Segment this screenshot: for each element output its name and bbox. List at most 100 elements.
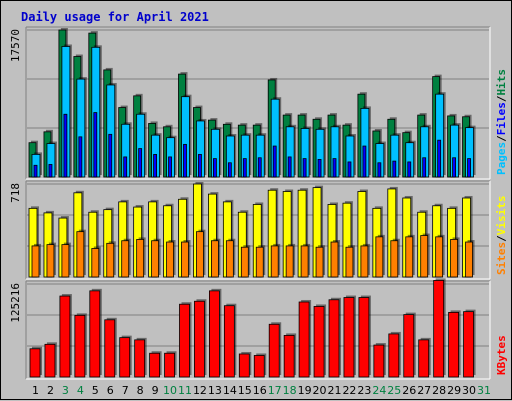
- sites-bar: [375, 234, 385, 278]
- pages-bar-face: [242, 158, 247, 178]
- panel-max-label: 125216: [9, 283, 22, 323]
- pages-bar: [407, 161, 412, 178]
- sites-bar: [210, 238, 221, 278]
- pages-bar: [272, 145, 277, 178]
- sites-bar-face: [465, 241, 473, 278]
- sites-bar-face: [255, 246, 264, 278]
- panel-legend: Sites/Visits: [495, 196, 508, 276]
- pages-bar: [452, 157, 457, 178]
- kbytes-bar-face: [179, 303, 190, 378]
- sites-bar: [31, 243, 41, 278]
- pages-bar-face: [452, 157, 457, 178]
- kbytes-bar: [373, 343, 386, 378]
- kbytes-bar: [343, 295, 356, 378]
- kbytes-bar: [418, 337, 431, 378]
- kbytes-bar-face: [194, 300, 205, 378]
- panel-max-label: 718: [9, 183, 22, 203]
- sites-bar: [196, 229, 206, 278]
- pages-bar-face: [422, 157, 427, 178]
- pages-bar: [138, 148, 143, 178]
- pages-bar-face: [392, 160, 397, 178]
- kbytes-bar: [208, 288, 222, 378]
- pages-bar-face: [48, 164, 53, 178]
- x-tick-label: 19: [298, 384, 312, 397]
- pages-bar-face: [407, 161, 412, 178]
- sites-bar-face: [210, 240, 219, 278]
- kbytes-bar-face: [29, 348, 41, 378]
- sites-bar-face: [151, 240, 160, 278]
- pages-bar: [33, 164, 38, 178]
- panel-kbytes: 125216 KBytes: [9, 278, 508, 380]
- sites-bar-face: [61, 244, 70, 278]
- sites-bar-face: [435, 236, 444, 278]
- kbytes-bar-face: [373, 344, 385, 378]
- kbytes-bar-face: [403, 314, 415, 378]
- pages-bar: [377, 162, 382, 178]
- x-tick-label: 16: [253, 384, 267, 397]
- x-axis-labels: 1 2 3 4 5 6 7 8 9 10 11 12 13 14 15 16 17 18 19 20 21 22 23 24 2…: [32, 384, 491, 397]
- pages-bar-face: [227, 162, 232, 178]
- pages-bar: [302, 158, 307, 178]
- kbytes-bar: [74, 313, 87, 378]
- kbytes-bar: [104, 317, 117, 378]
- x-tick-label: 5: [92, 384, 99, 397]
- panel-max-label: 17570: [9, 29, 22, 62]
- sites-bar: [240, 245, 251, 278]
- kbytes-bar-face: [44, 343, 56, 378]
- x-tick-label: 23: [357, 384, 371, 397]
- kbytes-bar: [89, 288, 102, 378]
- pages-bar: [317, 159, 322, 178]
- kbytes-bar-face: [59, 295, 71, 378]
- sites-bar: [166, 240, 176, 278]
- x-tick-label: 18: [283, 384, 297, 397]
- kbytes-bar-face: [208, 290, 220, 378]
- kbytes-bar: [268, 322, 282, 378]
- x-tick-label: 20: [313, 384, 327, 397]
- kbytes-bar-face: [223, 305, 235, 378]
- sites-bar: [300, 243, 311, 278]
- legend-part: /: [495, 95, 508, 102]
- kbytes-bar: [358, 295, 371, 378]
- kbytes-bar-face: [104, 319, 116, 378]
- sites-bar: [345, 245, 355, 278]
- kbytes-bar: [223, 303, 237, 378]
- x-tick-label: 31: [477, 384, 491, 397]
- pages-bar: [332, 158, 337, 178]
- pages-bar: [257, 157, 262, 178]
- kbytes-bar-face: [298, 301, 310, 378]
- kbytes-bar: [134, 337, 147, 378]
- x-tick-label: 21: [328, 384, 342, 397]
- sites-bar-face: [405, 236, 414, 278]
- pages-bar-face: [78, 136, 83, 178]
- x-tick-label: 22: [342, 384, 356, 397]
- x-tick-label: 6: [107, 384, 114, 397]
- pages-bar-face: [362, 145, 367, 178]
- pages-bar-face: [287, 156, 292, 178]
- chart-title: Daily usage for April 2021: [21, 10, 209, 24]
- x-tick-label: 28: [432, 384, 446, 397]
- sites-bar-face: [315, 246, 324, 278]
- kbytes-bar: [119, 335, 132, 378]
- legend-part: Hits: [495, 69, 508, 96]
- pages-bar-face: [317, 159, 322, 178]
- sites-bar: [315, 245, 326, 278]
- sites-bar: [76, 229, 86, 278]
- sites-bar-face: [420, 235, 429, 278]
- kbytes-bar-face: [313, 306, 325, 378]
- x-tick-label: 13: [208, 384, 222, 397]
- pages-bar-face: [302, 158, 307, 178]
- kbytes-bar: [29, 346, 42, 378]
- kbytes-bar-face: [89, 290, 101, 378]
- sites-bar-face: [121, 240, 130, 278]
- pages-bar: [183, 143, 187, 178]
- kbytes-bar: [298, 299, 312, 378]
- legend-part: /: [495, 235, 508, 242]
- kbytes-bar: [388, 331, 401, 378]
- pages-bar: [48, 164, 53, 178]
- sites-bar: [181, 240, 191, 278]
- pages-bar: [347, 161, 352, 178]
- sites-bar: [405, 234, 415, 278]
